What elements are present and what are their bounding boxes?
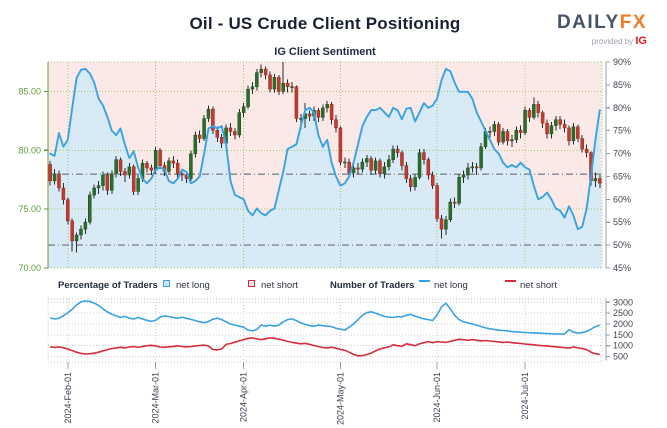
svg-text:90%: 90% bbox=[613, 57, 631, 67]
svg-text:55%: 55% bbox=[613, 217, 631, 227]
reference-lines bbox=[48, 173, 602, 246]
svg-text:2500: 2500 bbox=[613, 308, 633, 318]
chart-legend: Percentage of Traders net long net short… bbox=[0, 279, 667, 293]
svg-text:2024-Jul-01: 2024-Jul-01 bbox=[520, 372, 530, 420]
svg-text:80%: 80% bbox=[613, 103, 631, 113]
svg-text:75.00: 75.00 bbox=[18, 204, 41, 214]
legend-number-header: Number of Traders bbox=[330, 280, 415, 291]
svg-text:60%: 60% bbox=[613, 194, 631, 204]
svg-text:2000: 2000 bbox=[613, 319, 633, 329]
price-axis: 70.00 75.00 80.00 85.00 bbox=[18, 62, 49, 273]
logo-fx: FX bbox=[619, 12, 647, 33]
svg-text:2024-Feb-01: 2024-Feb-01 bbox=[63, 372, 73, 424]
svg-text:2024-Mar-01: 2024-Mar-01 bbox=[151, 372, 161, 424]
net-long-count-line bbox=[50, 300, 601, 335]
svg-text:500: 500 bbox=[613, 352, 628, 362]
dailyfx-logo: DAILYFX provided by IG bbox=[557, 13, 647, 47]
net-short-line-swatch-icon bbox=[505, 280, 516, 282]
svg-text:85%: 85% bbox=[613, 80, 631, 90]
legend-net-long-count: net long bbox=[434, 280, 468, 291]
svg-text:65%: 65% bbox=[613, 171, 631, 181]
net-long-region bbox=[48, 68, 602, 269]
logo-ig: IG bbox=[635, 35, 647, 47]
legend-net-short-pct: net short bbox=[261, 280, 298, 291]
chart-subtitle: IG Client Sentiment bbox=[274, 46, 376, 58]
svg-text:2024-Apr-01: 2024-Apr-01 bbox=[239, 372, 249, 422]
net-long-pct-swatch-icon bbox=[163, 280, 170, 287]
svg-text:1500: 1500 bbox=[613, 330, 633, 340]
legend-net-short-count: net short bbox=[520, 280, 557, 291]
svg-text:80.00: 80.00 bbox=[18, 145, 41, 155]
logo-daily: DAILY bbox=[556, 12, 620, 33]
svg-text:70%: 70% bbox=[613, 149, 631, 159]
candles-layer bbox=[48, 62, 602, 253]
svg-text:45%: 45% bbox=[613, 263, 631, 273]
page-title: Oil - US Crude Client Positioning bbox=[189, 14, 461, 33]
legend-percentage-header: Percentage of Traders bbox=[58, 280, 158, 291]
logo-provided-by: provided by bbox=[591, 37, 634, 46]
svg-text:50%: 50% bbox=[613, 240, 631, 250]
svg-text:2024-Jun-01: 2024-Jun-01 bbox=[432, 372, 442, 423]
net-long-pct-line bbox=[49, 67, 601, 231]
net-long-line-swatch-icon bbox=[419, 280, 430, 282]
net-short-count-line bbox=[50, 337, 600, 357]
svg-text:1000: 1000 bbox=[613, 341, 633, 351]
net-short-pct-swatch-icon bbox=[248, 280, 255, 287]
svg-text:3000: 3000 bbox=[613, 297, 633, 307]
svg-text:75%: 75% bbox=[613, 126, 631, 136]
main-grid bbox=[48, 61, 603, 269]
count-grid bbox=[47, 298, 603, 363]
price-sentiment-chart: 70.00 75.00 80.00 85.00 45% 50% 55% 60% 65% 70% 75… bbox=[18, 57, 631, 273]
svg-text:70.00: 70.00 bbox=[18, 263, 41, 273]
percent-axis: 45% 50% 55% 60% 65% 70% 75% 80% 85% 90% bbox=[605, 57, 631, 273]
date-axis: 2024-Feb-01 2024-Mar-01 2024-Apr-01 2024-Ma… bbox=[63, 362, 530, 425]
svg-text:2024-May-01: 2024-May-01 bbox=[335, 372, 345, 425]
svg-text:85.00: 85.00 bbox=[18, 86, 41, 96]
legend-net-long-pct: net long bbox=[176, 280, 210, 291]
